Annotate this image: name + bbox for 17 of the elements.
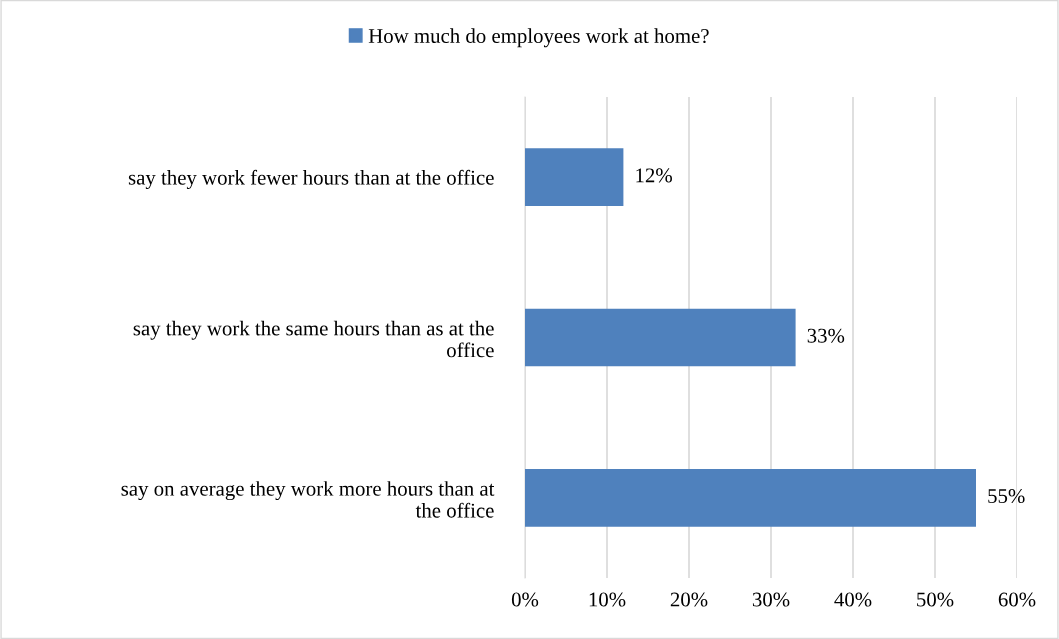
x-tick-label: 40% — [834, 592, 872, 607]
x-tick-label: 20% — [670, 592, 708, 607]
x-tick-label: 30% — [752, 592, 790, 607]
x-tick-label: 60% — [998, 592, 1036, 607]
x-tick-label: 10% — [589, 592, 626, 607]
bar — [525, 468, 976, 527]
data-label: 33% — [807, 328, 845, 343]
legend-label: How much do employees work at home? — [368, 28, 709, 48]
data-label: 55% — [988, 488, 1025, 504]
y-tick-label: say they work fewer hours than at the office — [128, 169, 494, 189]
bar — [525, 148, 624, 207]
x-tick-label: 50% — [917, 592, 954, 607]
data-label: 12% — [636, 168, 672, 183]
x-tick-label: 0% — [511, 592, 539, 607]
y-tick-label: say on average they work more hours than at the office — [121, 481, 495, 518]
bar — [525, 308, 796, 367]
y-tick-label: say they work the same hours than as at the office — [133, 320, 494, 358]
